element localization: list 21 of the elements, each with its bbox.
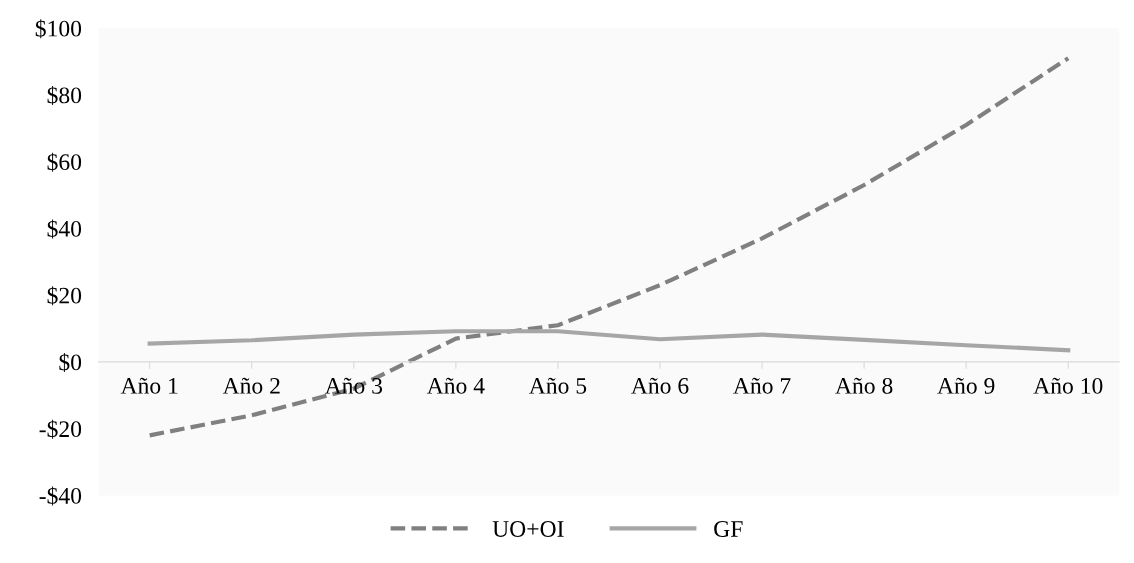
line-series xyxy=(147,329,1071,353)
y-tick-label: $20 xyxy=(47,286,82,306)
x-tick-label: Año 7 xyxy=(733,377,791,394)
x-tick-label: Año 6 xyxy=(631,377,689,394)
y-tick-label: $100 xyxy=(35,19,82,39)
x-tick-label: Año 9 xyxy=(937,377,995,394)
y-tick-label: $80 xyxy=(47,86,82,105)
x-tick-label: Año 8 xyxy=(835,377,893,394)
x-tick-label: Año 2 xyxy=(222,377,280,394)
x-tick-label: Año 5 xyxy=(528,377,587,394)
y-tick-label: -$20 xyxy=(39,419,82,439)
x-tick-label: Año 3 xyxy=(324,377,383,394)
y-tick-label: $40 xyxy=(47,219,82,239)
x-tick-label: Año 10 xyxy=(1033,377,1103,394)
x-tick-label: Año 1 xyxy=(120,377,178,394)
legend-label: UO+OI xyxy=(492,521,564,537)
y-tick-label: $0 xyxy=(59,353,82,372)
legend-label: GF xyxy=(714,521,743,537)
y-tick-label: -$40 xyxy=(39,486,82,506)
x-tick-label: Año 4 xyxy=(426,377,485,394)
y-tick-label: $60 xyxy=(47,152,82,172)
